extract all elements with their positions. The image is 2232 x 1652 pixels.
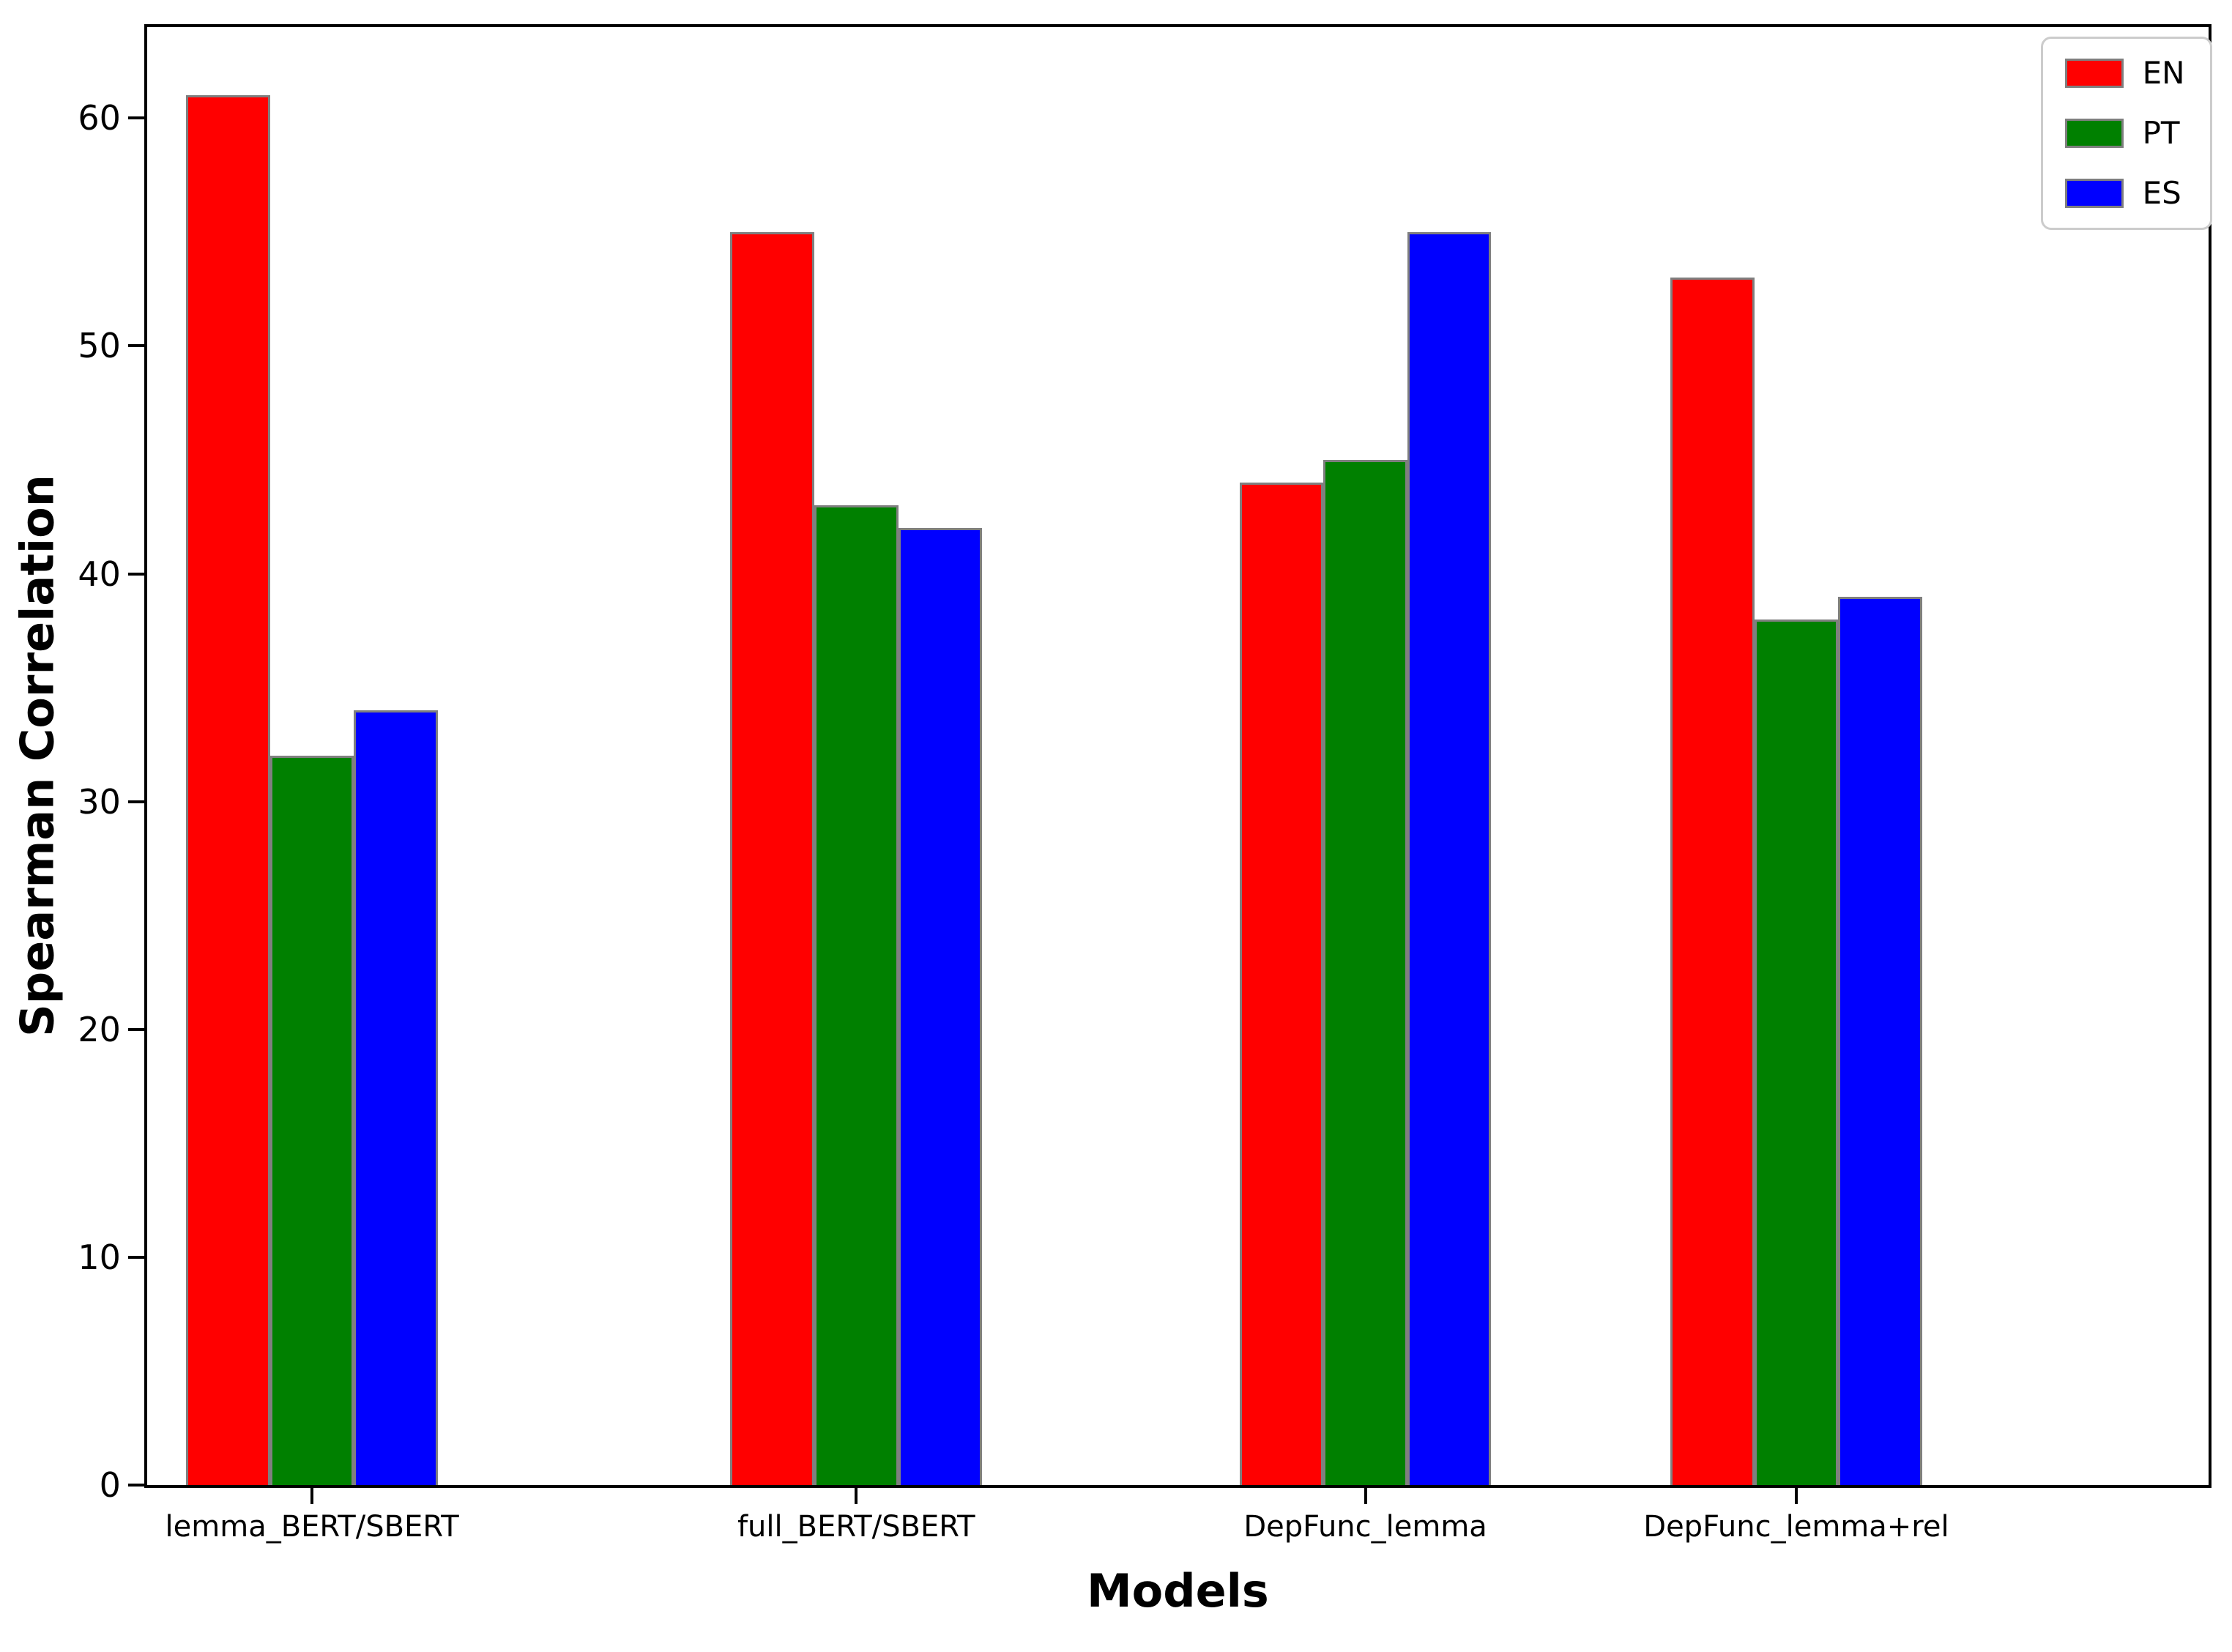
- bar-ES-DepFunc_lemma: [1407, 231, 1492, 1485]
- bar-EN-lemma_BERT/SBERT: [186, 95, 270, 1485]
- y-tick-mark: [127, 1255, 144, 1259]
- legend-label: EN: [2142, 54, 2185, 91]
- y-tick-label: 30: [78, 781, 121, 822]
- bar-ES-full_BERT/SBERT: [898, 528, 983, 1485]
- y-tick-label: 40: [78, 554, 121, 594]
- y-tick-mark: [127, 1483, 144, 1487]
- bar-PT-full_BERT/SBERT: [814, 505, 899, 1485]
- y-tick-label: 10: [78, 1237, 121, 1277]
- y-tick-mark: [127, 344, 144, 348]
- legend-label: PT: [2142, 114, 2180, 151]
- x-tick-label: full_BERT/SBERT: [737, 1509, 975, 1544]
- y-tick-label: 0: [99, 1465, 121, 1505]
- legend-swatch-EN: [2064, 58, 2124, 88]
- y-tick-mark: [127, 572, 144, 576]
- x-tick-label: lemma_BERT/SBERT: [165, 1509, 459, 1544]
- x-tick-label: DepFunc_lemma+rel: [1643, 1509, 1949, 1544]
- legend-label: ES: [2142, 174, 2181, 211]
- y-tick-mark: [127, 116, 144, 120]
- x-tick-mark: [855, 1487, 858, 1504]
- bar-PT-DepFunc_lemma: [1323, 460, 1407, 1485]
- legend-item-ES: ES: [2064, 174, 2185, 211]
- legend: EN PT ES: [2040, 36, 2212, 230]
- x-tick-mark: [310, 1487, 314, 1504]
- bar-PT-lemma_BERT/SBERT: [269, 756, 354, 1485]
- x-tick-label: DepFunc_lemma: [1243, 1509, 1487, 1544]
- y-tick-label: 60: [78, 98, 121, 138]
- bar-ES-DepFunc_lemma+rel: [1838, 596, 1922, 1485]
- legend-item-PT: PT: [2064, 114, 2185, 151]
- y-tick-label: 50: [78, 326, 121, 366]
- legend-item-EN: EN: [2064, 54, 2185, 91]
- legend-swatch-PT: [2064, 118, 2124, 148]
- x-tick-mark: [1794, 1487, 1798, 1504]
- x-axis-title: Models: [1086, 1563, 1269, 1618]
- bar-EN-full_BERT/SBERT: [730, 231, 814, 1485]
- bar-PT-DepFunc_lemma+rel: [1754, 619, 1839, 1485]
- x-tick-mark: [1364, 1487, 1367, 1504]
- legend-swatch-ES: [2064, 178, 2124, 208]
- bar-EN-DepFunc_lemma+rel: [1670, 278, 1755, 1485]
- y-tick-mark: [127, 800, 144, 803]
- bar-EN-DepFunc_lemma: [1239, 483, 1324, 1485]
- y-axis-title: Spearman Correlation: [10, 475, 64, 1038]
- y-tick-label: 20: [78, 1009, 121, 1049]
- plot-area: Spearman Correlation Models 0 10 20 30 40 50 6…: [10, 23, 2211, 1618]
- bar-ES-lemma_BERT/SBERT: [354, 710, 438, 1485]
- y-tick-mark: [127, 1027, 144, 1031]
